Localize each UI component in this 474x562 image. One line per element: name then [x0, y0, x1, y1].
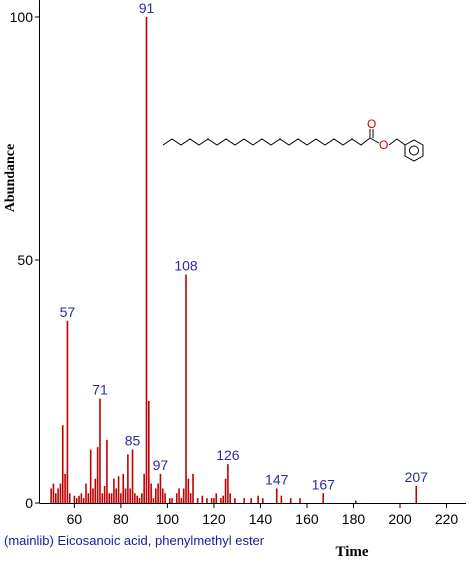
- x-tick-label: 60: [67, 511, 83, 527]
- peak-label: 71: [92, 382, 108, 398]
- x-tick-label: 140: [249, 511, 273, 527]
- y-tick-label: 0: [25, 495, 33, 511]
- x-tick-label: 80: [113, 511, 129, 527]
- peak-label: 97: [153, 457, 169, 473]
- y-axis-label: Abundance: [3, 144, 18, 212]
- peak-label: 147: [265, 471, 289, 487]
- peak-label: 108: [174, 258, 198, 274]
- peak-label: 91: [139, 0, 155, 16]
- peak-label: 85: [125, 433, 141, 449]
- x-axis-label: Time: [335, 544, 368, 560]
- y-tick-label: 50: [17, 252, 33, 268]
- axes: [39, 0, 466, 504]
- benzene-ring: [404, 139, 424, 162]
- benzene-aromatic-ring: [409, 145, 419, 156]
- peak-label: 207: [405, 469, 429, 485]
- x-tick-label: 200: [388, 511, 412, 527]
- x-tick-label: 220: [435, 511, 459, 527]
- carbonyl-oxygen: O: [367, 117, 376, 131]
- peak-label: 167: [312, 476, 336, 492]
- peak-label: 126: [216, 447, 240, 463]
- peak-label-group: 57 71 85 91 97 108 126 147 167 207: [60, 0, 429, 492]
- x-tick-group: 60 80 100 120 140 160 180 200 220: [67, 503, 459, 527]
- y-tick-label: 100: [10, 9, 34, 25]
- peak-label: 57: [60, 304, 76, 320]
- x-tick-label: 160: [295, 511, 319, 527]
- ester-oxygen: O: [379, 138, 388, 152]
- y-tick-group: 0 50 100: [10, 9, 40, 511]
- molecule-structure: O O: [162, 117, 424, 162]
- peak-bars: [50, 17, 418, 503]
- x-tick-label: 100: [156, 511, 180, 527]
- x-tick-label: 180: [342, 511, 366, 527]
- library-caption: (mainlib) Eicosanoic acid, phenylmethyl …: [4, 533, 265, 548]
- benzyl-bond: [388, 138, 406, 146]
- alkyl-chain: [162, 137, 371, 146]
- ester-bond: [369, 137, 380, 144]
- x-tick-label: 120: [202, 511, 226, 527]
